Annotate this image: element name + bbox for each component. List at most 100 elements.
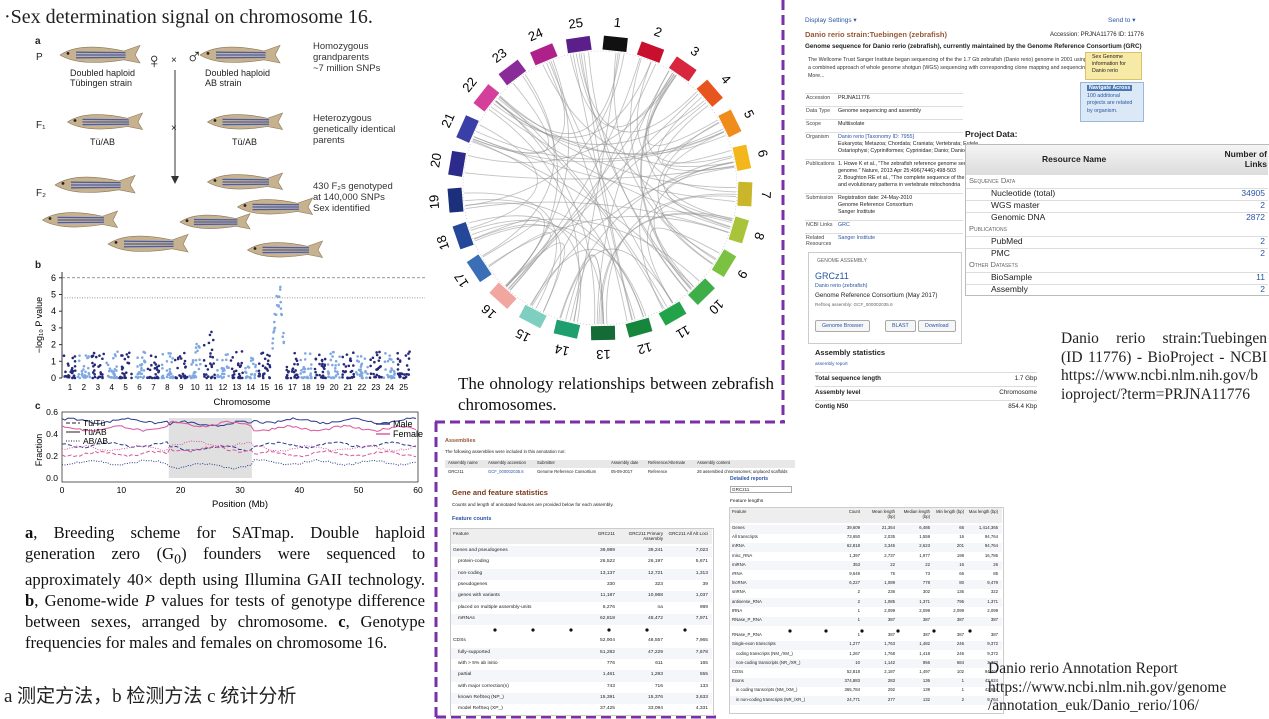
- fish-eye: [61, 182, 65, 185]
- generation-label: F₁: [36, 120, 46, 131]
- link-count[interactable]: 34905: [1241, 188, 1265, 198]
- point: [87, 373, 91, 376]
- point: [250, 373, 254, 376]
- point: [368, 376, 372, 380]
- genotype-label: Tü/AB: [232, 137, 258, 147]
- column-header: Min length (bp): [936, 509, 964, 514]
- cell: 387: [990, 632, 998, 638]
- link-count[interactable]: 2: [1260, 200, 1265, 210]
- point: [347, 364, 351, 368]
- cell: 48,472: [648, 615, 663, 621]
- chord: [473, 216, 540, 258]
- section-header: Sequence data: [969, 176, 1016, 185]
- cell: 9,649: [849, 571, 860, 576]
- point: [407, 368, 411, 371]
- field-value: Multiisolate: [838, 121, 865, 127]
- note-text: ~7 million SNPs: [313, 63, 381, 74]
- point: [113, 367, 117, 371]
- point: [271, 347, 274, 350]
- cell: 956: [922, 659, 930, 665]
- fish-icon: [206, 172, 284, 190]
- chromosome-label: 21: [438, 111, 458, 130]
- link-count[interactable]: 2: [1260, 248, 1265, 258]
- row-band: [730, 677, 1002, 687]
- point: [330, 376, 333, 380]
- field-label: Organism: [806, 134, 829, 140]
- cell: 302: [922, 589, 930, 595]
- column-header: GRCz11: [597, 531, 615, 536]
- fish-eye: [73, 119, 77, 122]
- point: [237, 372, 241, 376]
- point: [140, 372, 144, 376]
- field-label: Related Resources: [806, 235, 832, 248]
- point: [258, 374, 261, 378]
- cell: 7,965: [695, 638, 708, 644]
- point: [204, 373, 208, 376]
- x-tick-label: 1: [68, 383, 73, 392]
- field-value: GRC: [838, 222, 850, 228]
- cell: 16,786: [984, 552, 998, 558]
- point: [278, 288, 282, 291]
- select[interactable]: GRCz11: [730, 486, 792, 494]
- cell: na: [657, 604, 663, 610]
- cell: 989: [699, 604, 708, 610]
- point: [310, 363, 313, 366]
- cell: snRNA: [732, 589, 746, 595]
- cell: 73,650: [846, 534, 860, 540]
- point: [304, 352, 307, 355]
- row-rule: [966, 248, 1268, 249]
- point: [391, 360, 395, 364]
- stat-value: 1.7 Gbp: [1014, 375, 1037, 382]
- button[interactable]: Download: [918, 320, 956, 333]
- axis-title: Chromosome: [213, 397, 270, 408]
- point: [153, 367, 157, 370]
- point: [88, 375, 92, 379]
- point: [350, 376, 354, 379]
- cell: 1,482: [919, 641, 930, 647]
- cell: 94,764: [984, 534, 998, 540]
- link-count[interactable]: 2: [1260, 284, 1265, 294]
- point: [318, 362, 321, 366]
- chord: [661, 210, 732, 260]
- cell: 387: [887, 617, 895, 622]
- row-rule: [805, 159, 963, 160]
- cell: 66: [959, 571, 964, 576]
- chromosome-block: [718, 109, 742, 138]
- point: [139, 364, 143, 367]
- point: [98, 375, 102, 379]
- row-rule: [815, 400, 1037, 401]
- point: [323, 364, 326, 368]
- point: [73, 369, 77, 372]
- column-header: Assembly accession: [488, 460, 526, 465]
- table-header: [966, 145, 1268, 175]
- point: [407, 352, 410, 355]
- chord: [575, 54, 731, 228]
- link-count[interactable]: 2872: [1246, 212, 1265, 222]
- field-value: 1. Howe K et al., "The zebrafish referen…: [838, 161, 967, 167]
- point: [375, 368, 378, 371]
- chord: [606, 193, 736, 324]
- link-count[interactable]: 2: [1260, 236, 1265, 246]
- chord: [481, 74, 555, 257]
- x-tick-label: 14: [246, 383, 255, 392]
- point: [321, 376, 325, 380]
- row-band: [451, 568, 712, 580]
- point: [183, 351, 186, 355]
- chord: [588, 52, 689, 292]
- point: [324, 376, 327, 380]
- point: [93, 363, 97, 367]
- point: [64, 370, 67, 374]
- button[interactable]: BLAST: [885, 320, 916, 333]
- x-tick-label: 4: [109, 383, 114, 392]
- link-count[interactable]: 11: [1256, 272, 1265, 282]
- point: [96, 376, 100, 380]
- point: [388, 354, 391, 357]
- point: [372, 372, 375, 376]
- cell: Reference: [648, 469, 668, 474]
- point: [98, 363, 102, 367]
- button[interactable]: Genome Browser: [815, 320, 871, 333]
- cell: 1,418: [919, 650, 930, 656]
- cell: 21,364: [881, 525, 895, 530]
- point: [355, 359, 359, 362]
- point: [123, 374, 126, 378]
